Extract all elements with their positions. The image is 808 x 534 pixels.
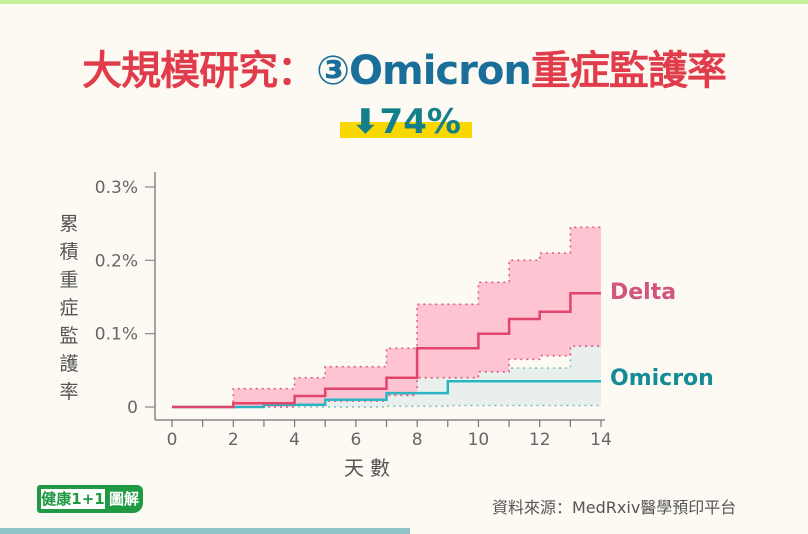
omicron-line [172,380,601,409]
legend-delta: Delta [610,280,677,305]
delta-ci-band [172,227,601,407]
omicron-ci-band [172,346,601,407]
reduction-badge: ⬇74% [338,102,474,142]
series-lines [172,292,601,409]
x-tick-label: 6 [350,430,361,450]
page-title: 大規模研究：③Omicron重症監護率 [0,38,808,96]
y-tick-label: 0.2% [95,251,138,271]
x-ticks: 0 2 4 6 8 10 12 14 [167,420,612,450]
logo-side-text: 圖解 [109,490,140,508]
y-ticks: 0 0.1% 0.2% 0.3% [95,178,155,418]
delta-line [172,292,601,409]
x-tick-label: 14 [590,430,612,450]
omicron-ci-lower [172,404,601,408]
bottom-accent-bar [0,528,410,534]
legend-omicron: Omicron [610,366,714,391]
x-axis-label: 天數 [344,456,396,480]
title-part2: 重症監護率 [530,48,727,94]
logo-main-text: 健康1+1 [41,489,105,509]
y-tick-label: 0.1% [95,325,138,345]
y-axis-label-text: 累積重症監護率 [59,213,79,403]
y-axis-label: 累積重症監護率 [56,210,82,406]
delta-ci-upper [172,226,601,408]
top-accent-bar [0,0,808,4]
x-tick-label: 8 [412,430,423,450]
x-tick-label: 0 [167,430,178,450]
x-tick-label: 12 [529,430,551,450]
y-tick-label: 0 [127,398,138,418]
reduction-text: ⬇74% [351,102,461,142]
highlight-bar [340,122,472,138]
source-note: 資料來源：MedRxiv醫學預印平台 [492,498,737,517]
x-tick-label: 10 [468,430,490,450]
title-part1: 大規模研究： [82,48,317,94]
brand-logo: 健康1+1 圖解 [37,485,143,513]
x-tick-label: 2 [228,430,239,450]
axes [154,172,605,421]
y-tick-label: 0.3% [95,178,138,198]
title-variant: ③Omicron [316,48,532,94]
x-tick-label: 4 [289,430,300,450]
confidence-bands [172,226,601,408]
